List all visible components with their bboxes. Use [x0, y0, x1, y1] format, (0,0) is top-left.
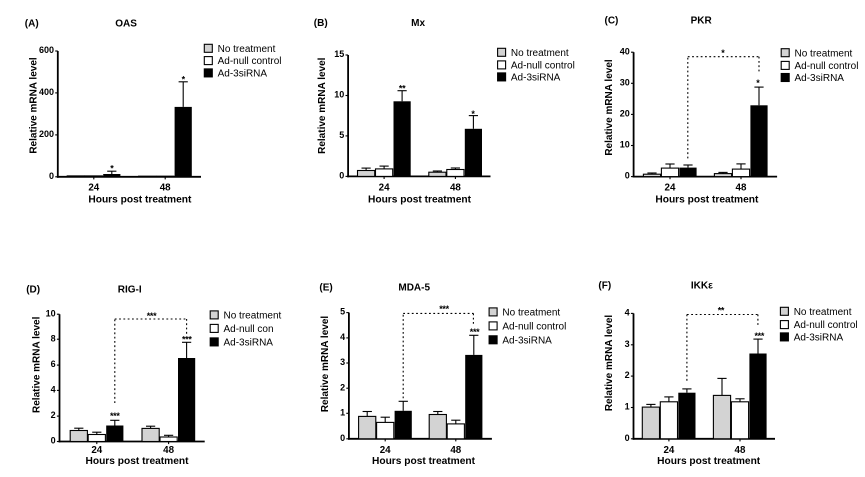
svg-text:48: 48: [735, 445, 746, 456]
svg-text:6: 6: [51, 359, 56, 369]
svg-text:Ad-3siRNA: Ad-3siRNA: [795, 73, 845, 84]
svg-text:***: ***: [110, 411, 120, 421]
svg-text:4: 4: [51, 385, 56, 395]
svg-text:10: 10: [620, 140, 630, 150]
svg-text:Ad-3siRNA: Ad-3siRNA: [511, 73, 561, 84]
svg-text:(A): (A): [25, 18, 39, 29]
svg-text:2: 2: [51, 410, 56, 420]
svg-text:3: 3: [340, 357, 345, 367]
svg-text:0: 0: [339, 171, 344, 181]
svg-text:***: ***: [147, 311, 157, 321]
svg-text:Relative mRNA level: Relative mRNA level: [29, 57, 40, 154]
svg-text:***: ***: [182, 335, 192, 345]
svg-text:48: 48: [450, 183, 461, 194]
svg-text:4: 4: [625, 308, 630, 318]
svg-text:5: 5: [340, 307, 345, 317]
svg-text:48: 48: [736, 183, 747, 194]
svg-text:Hours post treatment: Hours post treatment: [372, 456, 476, 467]
svg-text:0: 0: [340, 433, 345, 443]
svg-text:No treatment: No treatment: [511, 48, 569, 59]
svg-text:2: 2: [340, 382, 345, 392]
svg-text:1: 1: [340, 407, 345, 417]
svg-text:Ad-3siRNA: Ad-3siRNA: [794, 333, 844, 344]
svg-text:No treatment: No treatment: [218, 44, 276, 55]
svg-text:IKKε: IKKε: [691, 281, 713, 292]
svg-text:**: **: [718, 306, 725, 316]
svg-text:24: 24: [380, 445, 391, 456]
svg-text:No treatment: No treatment: [795, 48, 853, 59]
svg-text:5: 5: [339, 130, 344, 140]
svg-text:No treatment: No treatment: [502, 308, 560, 319]
svg-text:10: 10: [46, 308, 56, 318]
svg-text:48: 48: [450, 445, 461, 456]
svg-text:Hours post treatment: Hours post treatment: [85, 456, 189, 467]
svg-text:Relative mRNA level: Relative mRNA level: [32, 316, 43, 413]
svg-text:No treatment: No treatment: [224, 311, 282, 322]
svg-text:48: 48: [160, 183, 171, 194]
svg-text:Hours post treatment: Hours post treatment: [368, 194, 472, 205]
svg-text:600: 600: [39, 45, 54, 55]
svg-text:200: 200: [39, 129, 54, 139]
svg-text:OAS: OAS: [115, 18, 137, 29]
svg-text:*: *: [756, 78, 760, 88]
svg-text:***: ***: [470, 327, 480, 337]
svg-text:48: 48: [163, 445, 174, 456]
svg-text:0: 0: [49, 171, 54, 181]
svg-text:Relative mRNA level: Relative mRNA level: [604, 315, 615, 412]
svg-text:Hours post treatment: Hours post treatment: [88, 194, 192, 205]
svg-text:Relative mRNA level: Relative mRNA level: [604, 59, 615, 156]
svg-text:400: 400: [39, 87, 54, 97]
svg-text:*: *: [721, 48, 725, 58]
svg-text:4: 4: [340, 332, 345, 342]
svg-text:(C): (C): [605, 16, 619, 27]
svg-text:(F): (F): [598, 281, 611, 292]
svg-text:*: *: [471, 109, 475, 119]
svg-text:***: ***: [754, 331, 764, 341]
svg-text:8: 8: [51, 333, 56, 343]
svg-text:Ad-null control: Ad-null control: [218, 56, 282, 67]
svg-text:24: 24: [663, 445, 674, 456]
svg-text:*: *: [182, 74, 186, 84]
svg-text:24: 24: [665, 183, 676, 194]
svg-text:***: ***: [439, 304, 449, 314]
svg-text:0: 0: [625, 171, 630, 181]
svg-text:*: *: [110, 163, 114, 173]
svg-text:Hours post treatment: Hours post treatment: [655, 194, 759, 205]
svg-text:0: 0: [625, 433, 630, 443]
svg-text:MDA-5: MDA-5: [398, 282, 430, 293]
svg-text:10: 10: [334, 90, 344, 100]
svg-text:Ad-3siRNA: Ad-3siRNA: [224, 338, 274, 349]
svg-text:PKR: PKR: [691, 16, 713, 27]
svg-text:24: 24: [379, 183, 390, 194]
svg-text:24: 24: [88, 183, 99, 194]
svg-text:Ad-3siRNA: Ad-3siRNA: [502, 335, 552, 346]
svg-text:1: 1: [625, 402, 630, 412]
svg-text:Relative mRNA level: Relative mRNA level: [320, 316, 331, 413]
svg-text:(D): (D): [26, 284, 40, 295]
svg-text:Ad-null control: Ad-null control: [794, 320, 858, 331]
svg-text:Ad-null control: Ad-null control: [502, 322, 566, 333]
svg-text:2: 2: [625, 370, 630, 380]
svg-text:24: 24: [91, 445, 102, 456]
svg-text:(E): (E): [319, 282, 332, 293]
svg-text:Relative mRNA level: Relative mRNA level: [317, 57, 328, 154]
svg-text:Hours post treatment: Hours post treatment: [657, 456, 761, 467]
svg-text:Mx: Mx: [411, 18, 425, 29]
svg-text:(B): (B): [314, 18, 328, 29]
svg-text:30: 30: [620, 77, 630, 87]
svg-text:15: 15: [334, 49, 344, 59]
svg-text:40: 40: [620, 46, 630, 56]
svg-text:0: 0: [51, 436, 56, 446]
svg-text:3: 3: [625, 339, 630, 349]
svg-text:Ad-null control: Ad-null control: [795, 61, 859, 72]
svg-text:No treatment: No treatment: [794, 307, 852, 318]
svg-text:Ad-null control: Ad-null control: [511, 61, 575, 72]
svg-text:Ad-3siRNA: Ad-3siRNA: [218, 69, 268, 80]
svg-text:20: 20: [620, 109, 630, 119]
svg-text:**: **: [399, 84, 406, 94]
svg-text:Ad-null con: Ad-null con: [224, 324, 274, 335]
svg-text:RIG-I: RIG-I: [118, 284, 142, 295]
